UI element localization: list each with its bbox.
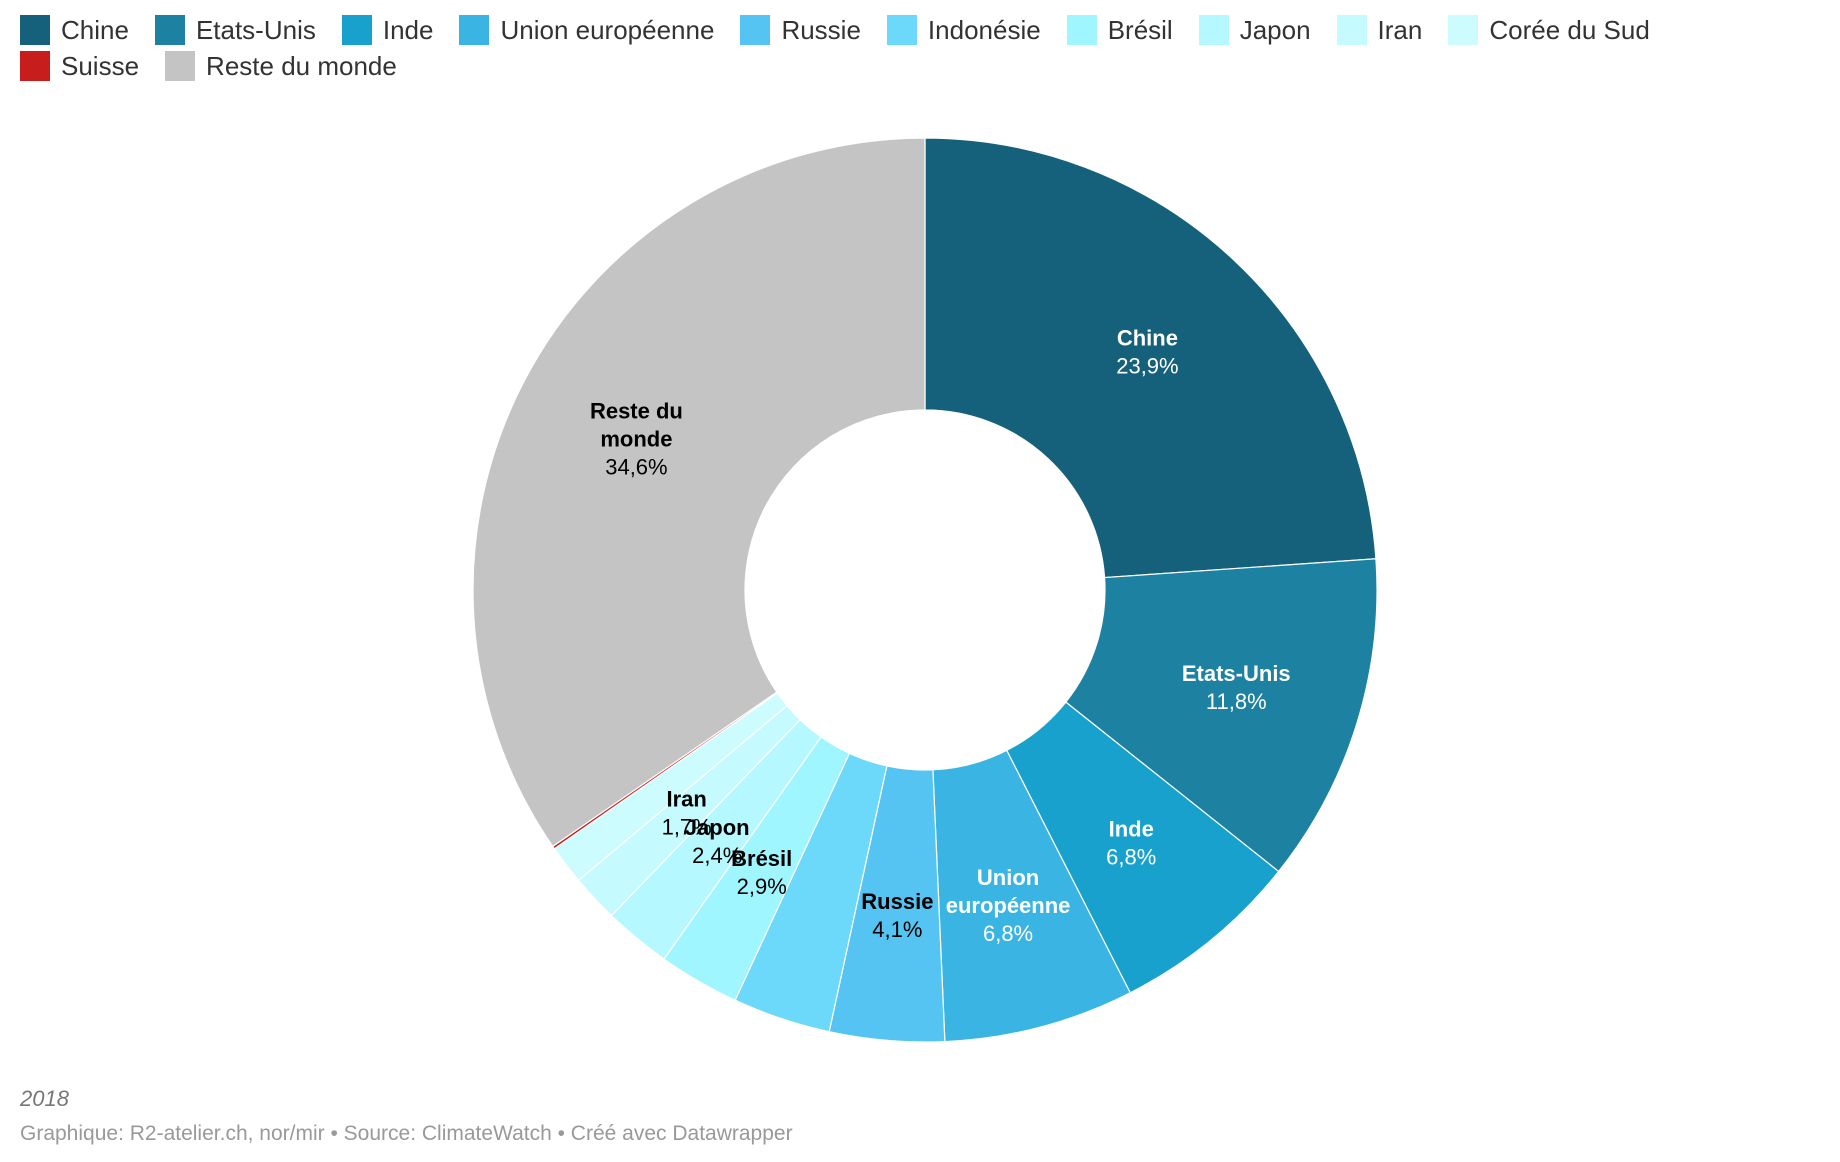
legend-label: Chine (61, 14, 129, 45)
legend-swatch (1448, 15, 1479, 45)
slice-label-name: monde (600, 426, 672, 451)
legend-label: Etats-Unis (195, 14, 316, 45)
slice-label-name: Chine (1117, 326, 1178, 351)
chart-source-credit: Graphique: R2-atelier.ch, nor/mir • Sour… (20, 1122, 793, 1145)
slice-label-value: 2,9% (737, 874, 787, 899)
legend-item-coree-du-sud: Corée du Sud (1448, 14, 1650, 45)
legend-item-indonesie: Indonésie (886, 14, 1041, 45)
legend-item-iran: Iran (1336, 14, 1423, 45)
slice-label-value: 2,4% (692, 843, 742, 868)
legend-label: Inde (382, 14, 434, 45)
legend-label: Russie (781, 14, 861, 45)
slice-label-inde: Inde 6,8% (1106, 816, 1156, 869)
slice-label-japon: Japon 2,4% (685, 815, 750, 868)
slice-label-value: 23,9% (1116, 354, 1178, 379)
slice-chine (924, 137, 1377, 579)
slice-label-name: européenne (946, 893, 1071, 918)
legend-item-union-europeenne: Union européenne (459, 15, 714, 45)
legend-label: Corée du Sud (1489, 14, 1650, 45)
legend-swatch (1066, 15, 1097, 45)
legend-label: Iran (1377, 14, 1423, 45)
slice-label-name: Union (977, 865, 1039, 890)
chart-legend: Chine Etats-Unis Inde Union européenne Russi… (20, 15, 1820, 81)
legend-item-reste-du-monde: Reste du monde (165, 51, 397, 81)
legend-item-japon: Japon (1198, 14, 1311, 45)
chart-year-note: 2018 (20, 1086, 69, 1111)
slice-label-iran: Iran 1,7% (662, 786, 712, 839)
legend-item-bresil: Brésil (1066, 14, 1173, 45)
legend-label: Japon (1239, 14, 1311, 45)
legend-swatch (740, 15, 771, 45)
legend-item-russie: Russie (740, 14, 861, 45)
slice-label-value: 1,7% (662, 814, 712, 839)
slice-label-name: Etats-Unis (1182, 661, 1291, 686)
legend-swatch (1198, 15, 1229, 45)
slice-label-value: 34,6% (605, 454, 667, 479)
slice-label-value: 6,8% (983, 921, 1033, 946)
legend-label: Union européenne (500, 14, 715, 45)
slice-etats-unis (1064, 558, 1378, 873)
legend-swatch (886, 15, 917, 45)
legend-item-inde: Inde (341, 14, 434, 45)
slice-label-name: Reste du (590, 398, 683, 423)
slice-label-etats-unis: Etats-Unis 11,8% (1182, 661, 1291, 714)
slice-reste-du-monde (472, 137, 926, 848)
legend-swatch (20, 51, 50, 81)
legend-item-suisse: Suisse (20, 51, 139, 81)
legend-swatch (165, 51, 196, 81)
slice-label-union-europeenne: Union européenne 6,8% (946, 865, 1071, 946)
legend-item-chine: Chine (20, 15, 129, 45)
slice-label-chine: Chine 23,9% (1116, 326, 1178, 379)
legend-label: Brésil (1107, 14, 1173, 45)
slice-label-name: Russie (861, 889, 933, 914)
legend-swatch (1336, 15, 1367, 45)
slice-label-bresil: Brésil 2,9% (731, 846, 792, 899)
legend-label: Suisse (61, 50, 140, 81)
legend-swatch (459, 15, 490, 45)
slice-label-russie: Russie 4,1% (861, 889, 933, 942)
legend-label: Reste du monde (206, 50, 397, 81)
legend-item-etats-unis: Etats-Unis (154, 14, 316, 45)
slice-label-reste-du-monde: Reste du monde 34,6% (590, 398, 683, 479)
legend-swatch (154, 15, 185, 45)
donut-chart: Chine 23,9% Etats-Unis 11,8% Inde 6,8% Union eu… (472, 137, 1378, 1043)
slice-label-value: 6,8% (1106, 844, 1156, 869)
slice-label-name: Brésil (731, 846, 792, 871)
legend-swatch (20, 15, 50, 45)
slice-label-name: Japon (685, 815, 750, 840)
slice-label-value: 4,1% (872, 917, 922, 942)
legend-swatch (341, 15, 372, 45)
legend-label: Indonésie (927, 14, 1041, 45)
slice-label-name: Iran (666, 786, 706, 811)
slice-label-name: Inde (1109, 816, 1154, 841)
slice-label-value: 11,8% (1206, 689, 1267, 714)
